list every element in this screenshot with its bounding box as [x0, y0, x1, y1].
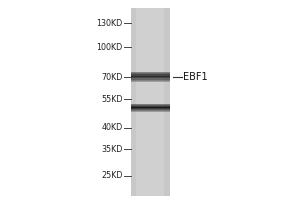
- Bar: [130, 107, 170, 108]
- Bar: [130, 8, 170, 196]
- Bar: [130, 110, 170, 111]
- Text: 25KD: 25KD: [101, 171, 122, 180]
- Bar: [130, 108, 170, 109]
- Bar: [130, 81, 170, 82]
- Text: 55KD: 55KD: [101, 95, 122, 104]
- Bar: [130, 76, 170, 77]
- Bar: [130, 104, 170, 105]
- Bar: [130, 73, 170, 74]
- Bar: [130, 111, 170, 112]
- Text: EBF1: EBF1: [183, 72, 208, 82]
- Bar: [130, 109, 170, 110]
- Bar: [130, 105, 170, 106]
- Text: 100KD: 100KD: [96, 43, 122, 51]
- Text: THP-1: THP-1: [139, 0, 173, 3]
- Bar: [130, 77, 170, 78]
- Text: 70KD: 70KD: [101, 72, 122, 82]
- Bar: [130, 78, 170, 80]
- Text: 40KD: 40KD: [101, 123, 122, 132]
- Bar: [130, 74, 170, 76]
- Bar: [130, 106, 170, 107]
- Bar: [136, 8, 164, 196]
- Bar: [130, 72, 170, 73]
- Text: 35KD: 35KD: [101, 144, 122, 154]
- Bar: [130, 80, 170, 81]
- Text: 130KD: 130KD: [96, 19, 122, 27]
